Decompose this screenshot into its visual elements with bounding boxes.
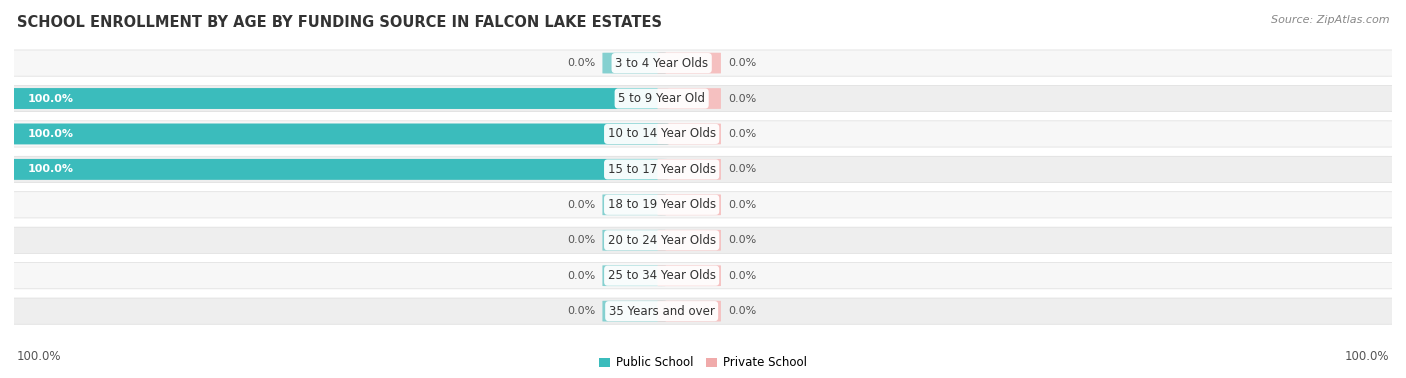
FancyBboxPatch shape [0,50,1406,76]
FancyBboxPatch shape [602,53,666,73]
Text: 25 to 34 Year Olds: 25 to 34 Year Olds [607,269,716,282]
FancyBboxPatch shape [658,194,721,215]
FancyBboxPatch shape [602,230,666,251]
Text: 100.0%: 100.0% [17,350,62,363]
FancyBboxPatch shape [0,192,1406,218]
Text: 10 to 14 Year Olds: 10 to 14 Year Olds [607,127,716,141]
Text: 100.0%: 100.0% [28,164,75,174]
FancyBboxPatch shape [0,85,1406,112]
FancyBboxPatch shape [7,88,669,109]
Text: 5 to 9 Year Old: 5 to 9 Year Old [619,92,706,105]
Text: 20 to 24 Year Olds: 20 to 24 Year Olds [607,234,716,247]
Text: 100.0%: 100.0% [28,93,75,104]
Text: 3 to 4 Year Olds: 3 to 4 Year Olds [614,57,709,70]
Text: 0.0%: 0.0% [567,271,596,281]
Text: 0.0%: 0.0% [728,306,756,316]
FancyBboxPatch shape [7,124,669,144]
Text: 100.0%: 100.0% [28,129,75,139]
Text: SCHOOL ENROLLMENT BY AGE BY FUNDING SOURCE IN FALCON LAKE ESTATES: SCHOOL ENROLLMENT BY AGE BY FUNDING SOUR… [17,15,662,30]
FancyBboxPatch shape [0,121,1406,147]
FancyBboxPatch shape [0,156,1406,183]
Text: 0.0%: 0.0% [728,129,756,139]
FancyBboxPatch shape [602,194,666,215]
Text: Source: ZipAtlas.com: Source: ZipAtlas.com [1271,15,1389,25]
Text: 0.0%: 0.0% [728,200,756,210]
FancyBboxPatch shape [602,301,666,322]
Text: 35 Years and over: 35 Years and over [609,305,714,318]
FancyBboxPatch shape [0,298,1406,324]
FancyBboxPatch shape [7,159,669,180]
Text: 100.0%: 100.0% [1344,350,1389,363]
Text: 0.0%: 0.0% [728,235,756,245]
FancyBboxPatch shape [658,53,721,73]
FancyBboxPatch shape [658,159,721,180]
Text: 0.0%: 0.0% [728,164,756,174]
Text: 18 to 19 Year Olds: 18 to 19 Year Olds [607,198,716,211]
Text: 0.0%: 0.0% [728,93,756,104]
FancyBboxPatch shape [658,265,721,286]
FancyBboxPatch shape [658,301,721,322]
FancyBboxPatch shape [658,230,721,251]
FancyBboxPatch shape [0,263,1406,289]
Text: 0.0%: 0.0% [567,235,596,245]
Text: 0.0%: 0.0% [728,58,756,68]
Text: 0.0%: 0.0% [567,58,596,68]
FancyBboxPatch shape [658,88,721,109]
Text: 15 to 17 Year Olds: 15 to 17 Year Olds [607,163,716,176]
FancyBboxPatch shape [658,124,721,144]
Text: 0.0%: 0.0% [728,271,756,281]
Legend: Public School, Private School: Public School, Private School [593,352,813,374]
Text: 0.0%: 0.0% [567,200,596,210]
FancyBboxPatch shape [0,227,1406,253]
Text: 0.0%: 0.0% [567,306,596,316]
FancyBboxPatch shape [602,265,666,286]
